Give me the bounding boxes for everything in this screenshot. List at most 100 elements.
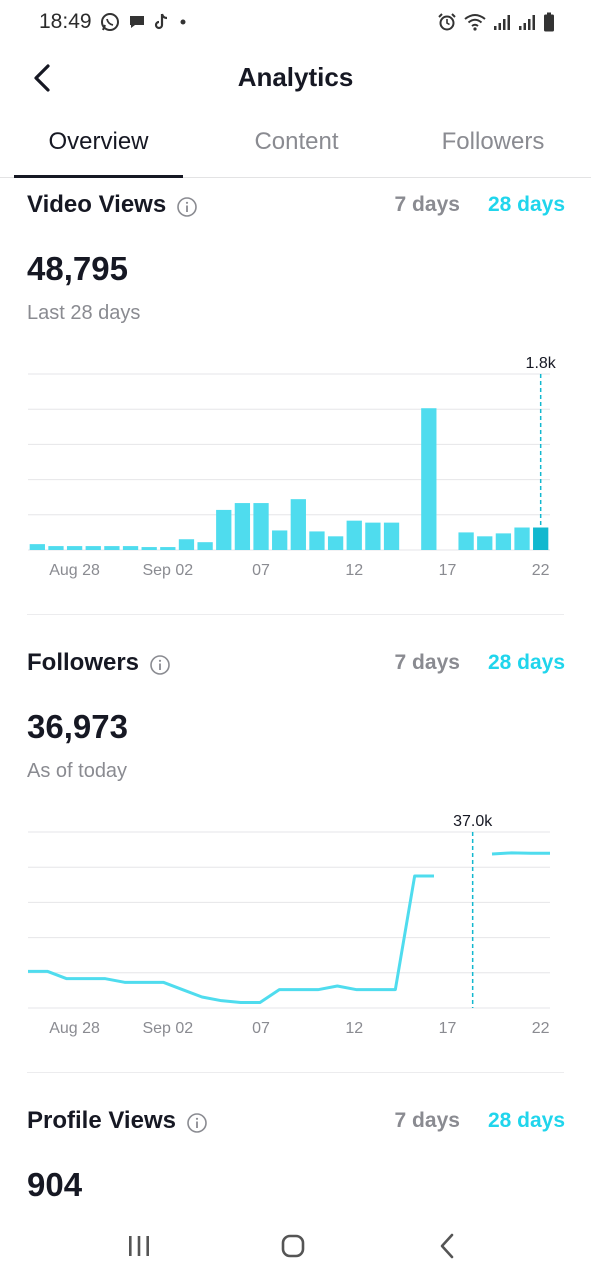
message-icon [130, 16, 144, 28]
profile-views-title: Profile Views [27, 1107, 176, 1134]
x-tick-label: Aug 28 [49, 1020, 100, 1037]
bar[interactable] [253, 503, 269, 550]
bar[interactable] [421, 408, 437, 550]
profile-views-range-toggle: 7 days 28 days [395, 1106, 565, 1136]
home-icon [281, 1234, 305, 1258]
followers-range-toggle: 7 days 28 days [395, 648, 565, 678]
bar[interactable] [160, 547, 176, 550]
tab-overview[interactable]: Overview [48, 128, 149, 155]
bar[interactable] [104, 546, 120, 550]
range-7-days[interactable]: 7 days [394, 193, 460, 216]
status-right-icons [437, 10, 555, 34]
range-28-days[interactable]: 28 days [487, 193, 565, 216]
x-tick-label: Sep 02 [142, 562, 193, 579]
info-icon[interactable] [149, 654, 171, 676]
followers-subtitle: As of today [27, 760, 128, 782]
battery-icon [544, 12, 554, 32]
bar[interactable] [458, 532, 474, 550]
back-icon [440, 1233, 454, 1259]
alarm-icon [438, 13, 456, 31]
x-tick-label: 07 [252, 1020, 270, 1037]
tab-content[interactable]: Content [254, 128, 339, 155]
series-line [28, 874, 434, 1004]
signal-icon [494, 15, 510, 30]
video-views-subtitle: Last 28 days [27, 302, 141, 324]
range-28-days[interactable]: 28 days [487, 1109, 565, 1132]
bar[interactable] [29, 544, 45, 550]
status-bar: 18:49 [0, 0, 591, 46]
bar[interactable] [272, 530, 288, 550]
video-views-chart[interactable]: Aug 28 Sep 02 07 12 17 22 1.8k [0, 350, 591, 590]
bar[interactable] [234, 503, 251, 550]
status-left-icons [100, 10, 188, 34]
chart-tooltip: 1.8k [526, 355, 557, 372]
range-7-days[interactable]: 7 days [394, 1109, 460, 1132]
signal-icon [519, 15, 535, 30]
bar[interactable] [383, 522, 400, 550]
video-views-title-row: Video Views [27, 190, 198, 220]
followers-title-row: Followers [27, 648, 171, 678]
video-views-range-toggle: 7 days 28 days [395, 190, 565, 220]
bar[interactable] [216, 509, 232, 550]
x-tick-label: 17 [439, 562, 457, 579]
home-button[interactable] [273, 1230, 313, 1262]
recents-button[interactable] [119, 1230, 159, 1262]
info-icon[interactable] [186, 1112, 208, 1134]
page-title: Analytics [237, 62, 354, 92]
video-views-value: 48,795 [27, 250, 128, 287]
tab-bar: Overview Content Followers [0, 112, 591, 178]
x-tick-label: Aug 28 [49, 562, 100, 579]
x-tick-label: 22 [532, 562, 550, 579]
followers-chart[interactable]: Aug 28 Sep 02 07 12 17 22 37.0k [0, 808, 591, 1048]
bar[interactable] [365, 522, 381, 550]
app-header: Analytics [0, 46, 591, 110]
bar[interactable] [290, 499, 306, 550]
followers-value: 36,973 [27, 708, 128, 745]
bar[interactable] [178, 539, 195, 550]
bar[interactable] [309, 531, 325, 550]
tab-followers[interactable]: Followers [441, 128, 545, 155]
bar[interactable] [197, 542, 213, 550]
dot-icon [180, 19, 186, 25]
recents-icon [129, 1236, 149, 1256]
tiktok-icon [154, 13, 168, 30]
series-line [491, 851, 550, 856]
bar[interactable] [477, 536, 493, 550]
x-tick-label: 12 [345, 1020, 363, 1037]
x-tick-label: Sep 02 [142, 1020, 193, 1037]
profile-views-section: Profile Views 7 days 28 days 904 [0, 1106, 591, 1212]
video-views-section: Video Views 7 days 28 days 48,795 Last 2… [0, 190, 591, 615]
system-nav-bar [0, 1212, 591, 1280]
bar[interactable] [495, 533, 512, 550]
whatsapp-icon [101, 13, 119, 31]
x-tick-label: 12 [345, 562, 363, 579]
status-time: 18:49 [39, 10, 92, 33]
profile-views-value: 904 [27, 1166, 83, 1203]
info-icon[interactable] [176, 196, 198, 218]
chevron-left-icon [34, 64, 50, 92]
range-7-days[interactable]: 7 days [394, 651, 460, 674]
range-28-days[interactable]: 28 days [487, 651, 565, 674]
x-tick-label: 17 [439, 1020, 457, 1037]
video-views-title: Video Views [27, 191, 167, 218]
bar[interactable] [346, 520, 362, 550]
nav-back-button[interactable] [427, 1230, 467, 1262]
profile-views-title-row: Profile Views [27, 1106, 208, 1136]
bar[interactable] [66, 546, 83, 550]
section-divider [27, 614, 564, 615]
chart-tooltip: 37.0k [453, 813, 493, 830]
wifi-icon [464, 14, 486, 31]
followers-section: Followers 7 days 28 days 36,973 As of to… [0, 648, 591, 1073]
bar[interactable] [327, 536, 344, 550]
bar[interactable] [48, 546, 64, 550]
active-tab-indicator [14, 175, 183, 178]
bar[interactable] [514, 527, 530, 550]
x-tick-label: 22 [532, 1020, 550, 1037]
bar[interactable] [141, 547, 157, 550]
bar[interactable] [85, 546, 101, 550]
x-tick-label: 07 [252, 562, 270, 579]
back-button[interactable] [26, 60, 58, 96]
section-divider [27, 1072, 564, 1073]
bar[interactable] [122, 546, 139, 550]
followers-title: Followers [27, 649, 140, 676]
